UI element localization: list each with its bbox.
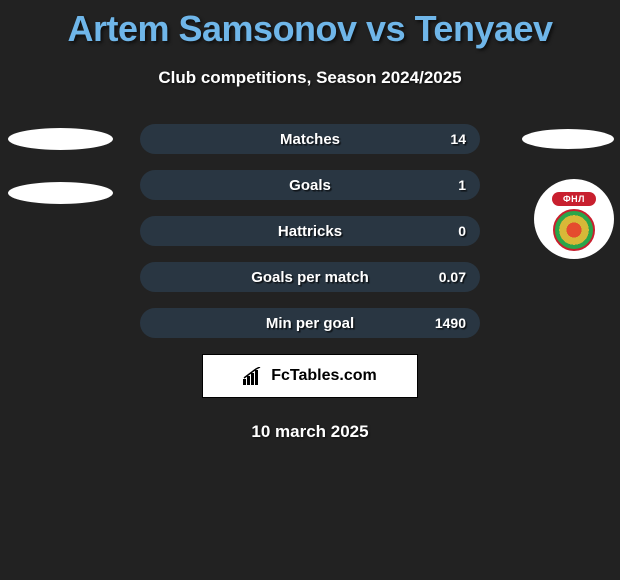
stat-label: Goals — [289, 177, 331, 194]
page-title: Artem Samsonov vs Tenyaev — [0, 0, 620, 50]
subtitle: Club competitions, Season 2024/2025 — [0, 68, 620, 88]
stat-value: 1490 — [435, 315, 466, 331]
stat-label: Matches — [280, 131, 340, 148]
stat-value: 0.07 — [439, 269, 466, 285]
crest-badge-label: ФНЛ — [552, 192, 596, 206]
source-logo: FcTables.com — [202, 354, 418, 398]
stat-label: Hattricks — [278, 223, 342, 240]
stat-row-goals-per-match: Goals per match 0.07 — [140, 262, 480, 292]
stat-value: 14 — [450, 131, 466, 147]
stat-row-matches: Matches 14 — [140, 124, 480, 154]
stat-value: 1 — [458, 177, 466, 193]
comparison-panel: ФНЛ Matches 14 Goals 1 Hattricks 0 Goals… — [0, 124, 620, 442]
right-player-crest-1 — [522, 129, 614, 149]
left-player-crest-1 — [8, 128, 113, 150]
stat-row-goals: Goals 1 — [140, 170, 480, 200]
snapshot-date: 10 march 2025 — [0, 422, 620, 442]
bar-chart-icon — [243, 367, 265, 385]
crest-emblem — [553, 209, 595, 251]
right-player-crest-2: ФНЛ — [534, 179, 614, 259]
stat-row-hattricks: Hattricks 0 — [140, 216, 480, 246]
source-logo-text: FcTables.com — [271, 367, 377, 385]
stat-row-min-per-goal: Min per goal 1490 — [140, 308, 480, 338]
left-player-crest-2 — [8, 182, 113, 204]
stat-label: Goals per match — [251, 269, 369, 286]
stat-value: 0 — [458, 223, 466, 239]
stat-label: Min per goal — [266, 315, 354, 332]
stats-list: Matches 14 Goals 1 Hattricks 0 Goals per… — [140, 124, 480, 338]
